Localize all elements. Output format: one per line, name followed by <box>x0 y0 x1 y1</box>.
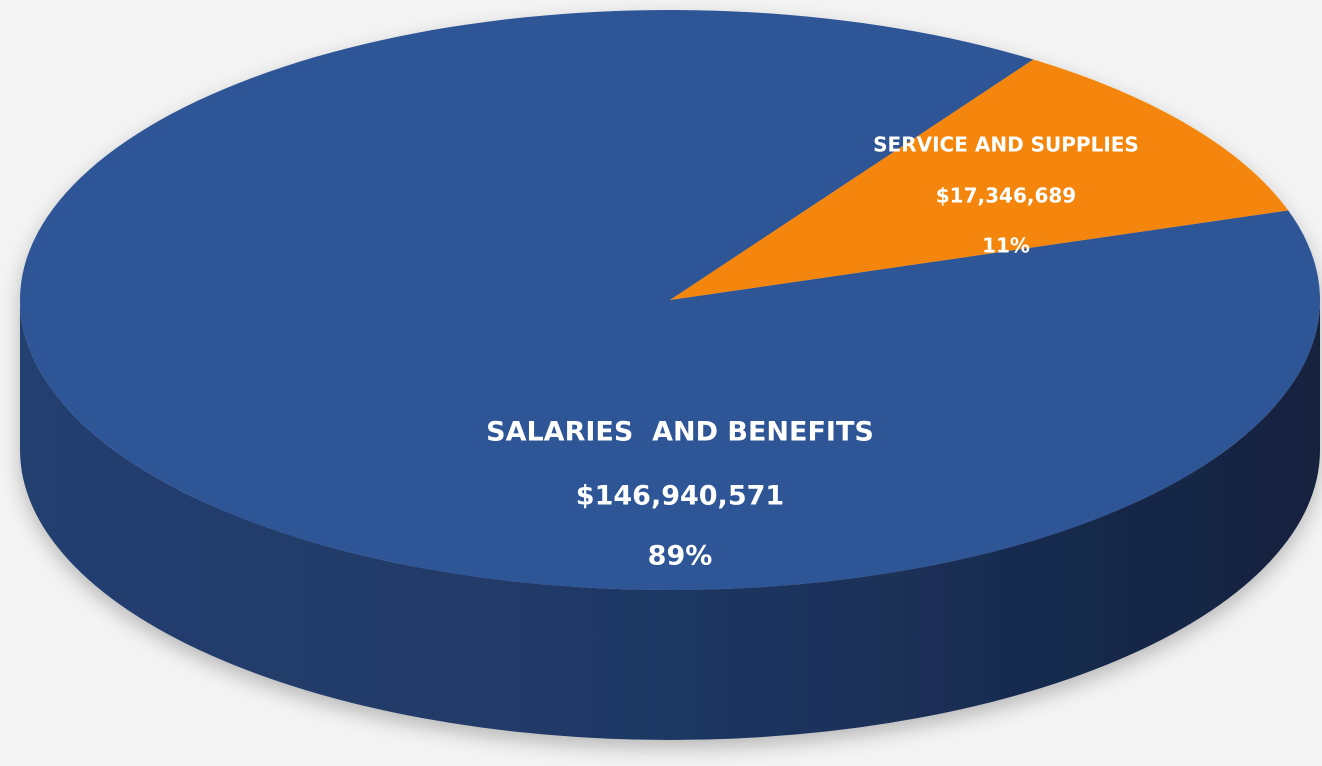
pie <box>20 9 1321 740</box>
value-label: $146,940,571 <box>576 481 784 512</box>
percent-label: 11% <box>982 234 1030 258</box>
value-label: $17,346,689 <box>936 184 1076 208</box>
category-label: SALARIES AND BENEFITS <box>486 417 874 448</box>
percent-label: 89% <box>648 541 713 572</box>
slice <box>670 59 1289 301</box>
labels: SALARIES AND BENEFITS $146,940,571 89% SERV… <box>486 133 1139 572</box>
slice-side <box>20 300 1320 740</box>
category-label: SERVICE AND SUPPLIES <box>873 133 1139 157</box>
slice <box>20 9 1321 591</box>
